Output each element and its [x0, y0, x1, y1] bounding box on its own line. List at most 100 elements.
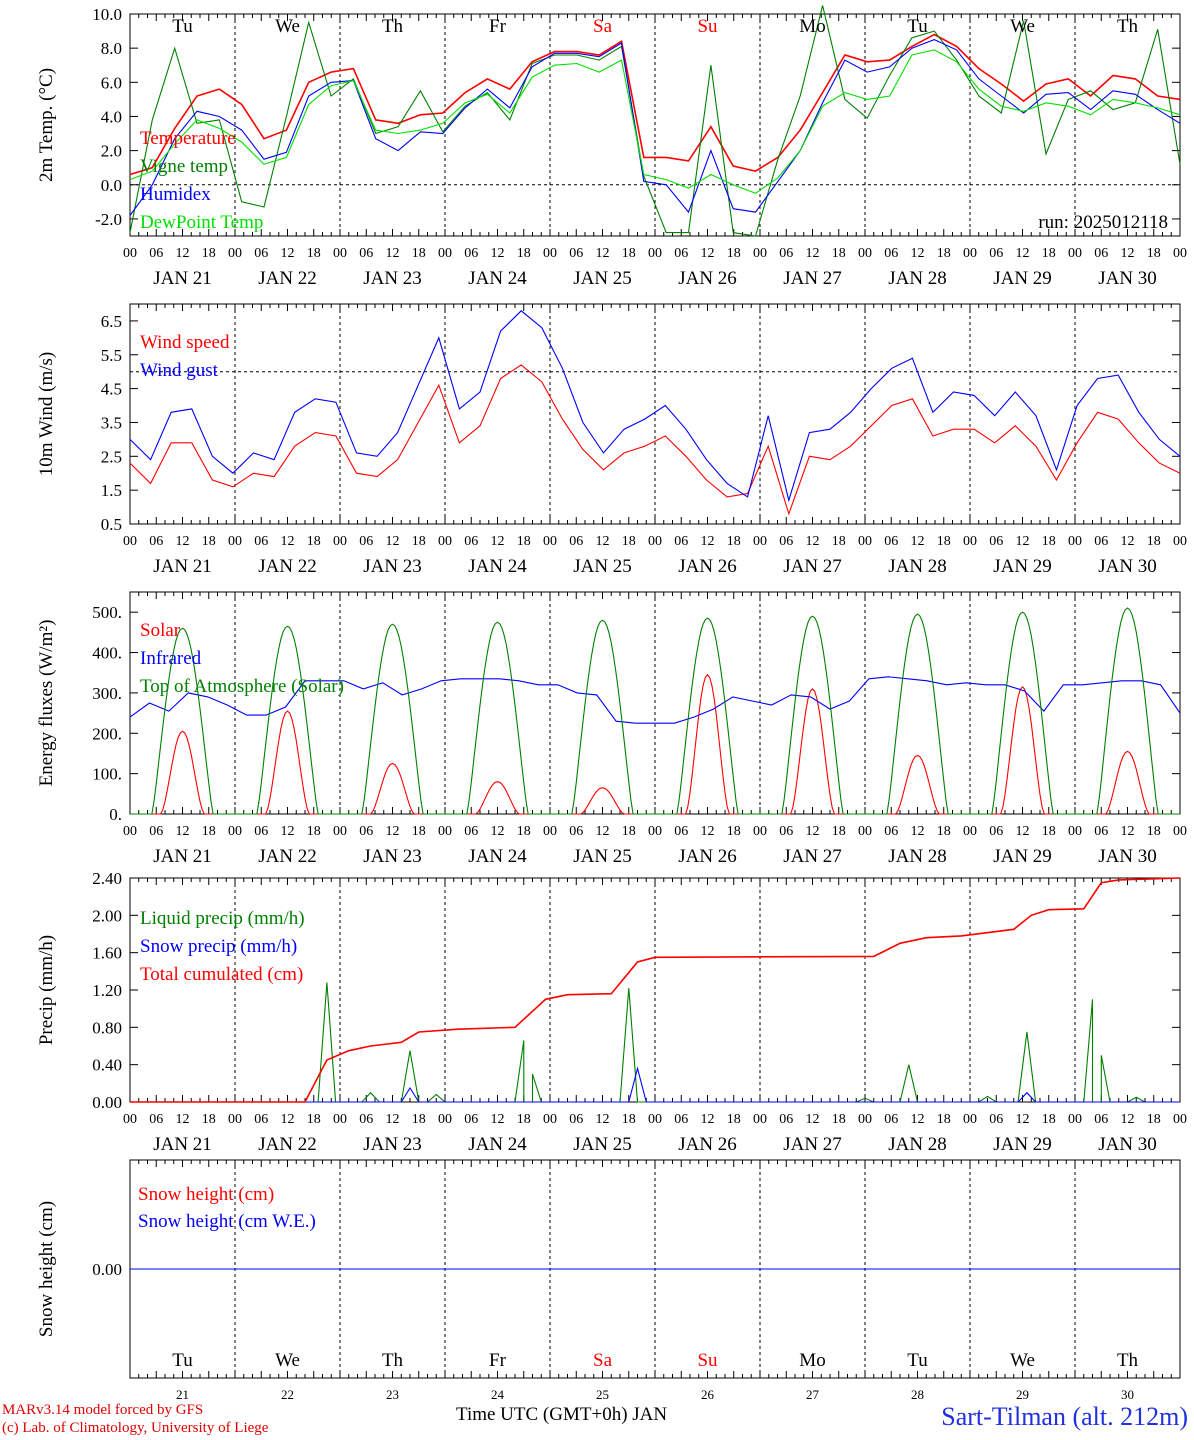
hour-label: 06 — [464, 246, 478, 261]
hour-label: 06 — [989, 246, 1003, 261]
hour-label: 00 — [753, 534, 767, 549]
hour-label: 12 — [176, 1112, 190, 1127]
day-label: JAN 29 — [993, 1134, 1052, 1155]
hour-label: 12 — [491, 824, 505, 839]
hour-label: 06 — [989, 824, 1003, 839]
day-number-label: 28 — [911, 1387, 924, 1402]
hour-label: 12 — [386, 534, 400, 549]
hour-label: 12 — [1121, 246, 1135, 261]
hour-label: 18 — [517, 246, 531, 261]
hour-label: 06 — [464, 534, 478, 549]
day-label: JAN 28 — [888, 846, 947, 867]
hour-label: 12 — [281, 246, 295, 261]
run-label: run: 2025012118 — [1038, 212, 1168, 233]
hour-label: 18 — [1042, 824, 1056, 839]
hour-label: 12 — [281, 824, 295, 839]
hour-label: 12 — [386, 246, 400, 261]
hour-label: 00 — [753, 246, 767, 261]
weekday-label: Sa — [593, 1350, 613, 1371]
hour-label: 18 — [412, 1112, 426, 1127]
hour-label: 18 — [622, 246, 636, 261]
hour-label: 18 — [517, 534, 531, 549]
day-label: JAN 21 — [153, 1134, 212, 1155]
station-label: Sart-Tilman (alt. 212m) — [941, 1402, 1188, 1431]
weekday-label: Tu — [172, 1350, 193, 1371]
hour-label: 12 — [1016, 534, 1030, 549]
weekday-label: Sa — [593, 16, 613, 37]
y-tick-label: 4.0 — [101, 107, 122, 126]
hour-label: 18 — [1147, 1112, 1161, 1127]
hour-label: 18 — [937, 1112, 951, 1127]
legend-entry: Snow height (cm W.E.) — [138, 1211, 316, 1232]
hour-label: 00 — [648, 534, 662, 549]
series-line-snow-precip-mm-h- — [130, 1066, 1180, 1103]
hour-label: 06 — [779, 246, 793, 261]
weekday-label: We — [275, 1350, 300, 1371]
hour-label: 00 — [858, 246, 872, 261]
series-line-dewpoint-temp — [129, 49, 1181, 194]
hour-label: 12 — [701, 1112, 715, 1127]
day-label: JAN 28 — [888, 556, 947, 577]
day-label: JAN 22 — [258, 1134, 317, 1155]
hour-label: 18 — [937, 824, 951, 839]
hour-label: 12 — [1016, 246, 1030, 261]
day-label: JAN 23 — [363, 556, 422, 577]
hour-label: 18 — [937, 534, 951, 549]
day-label: JAN 29 — [993, 556, 1052, 577]
series-line-wind-speed — [129, 364, 1181, 516]
y-tick-label: -2.0 — [95, 210, 122, 229]
weekday-label: We — [1010, 1350, 1035, 1371]
hour-label: 00 — [1173, 534, 1187, 549]
day-label: JAN 27 — [783, 556, 842, 577]
legend-entry: Infrared — [140, 648, 202, 669]
hour-label: 00 — [333, 534, 347, 549]
y-tick-label: 0.0 — [101, 176, 122, 195]
series-line-temperature — [129, 33, 1181, 176]
legend-entry: Wind gust — [140, 360, 219, 381]
weekday-label: Tu — [172, 16, 193, 37]
y-tick-label: 0.40 — [92, 1056, 122, 1075]
hour-label: 00 — [963, 534, 977, 549]
hour-label: 00 — [648, 1112, 662, 1127]
hour-label: 18 — [622, 824, 636, 839]
weekday-label: Su — [697, 16, 718, 37]
hour-label: 12 — [491, 246, 505, 261]
y-tick-label: 0.5 — [101, 515, 122, 534]
y-tick-label: 400. — [92, 644, 122, 663]
y-tick-label: 0. — [109, 805, 122, 824]
day-label: JAN 25 — [573, 1134, 632, 1155]
series-line-humidex — [129, 39, 1181, 216]
y-tick-label: 0.00 — [92, 1260, 122, 1279]
y-tick-label: 0.00 — [92, 1093, 122, 1112]
day-label: JAN 22 — [258, 268, 317, 289]
hour-label: 00 — [1068, 534, 1082, 549]
hour-label: 06 — [989, 534, 1003, 549]
hour-label: 06 — [884, 246, 898, 261]
day-number-label: 25 — [596, 1387, 609, 1402]
hour-label: 06 — [989, 1112, 1003, 1127]
legend-entry: Solar — [140, 620, 181, 641]
legend-entry: Top of Atmosphere (Solar) — [140, 676, 344, 697]
hour-label: 18 — [202, 246, 216, 261]
hour-label: 00 — [858, 824, 872, 839]
hour-label: 12 — [176, 824, 190, 839]
hour-label: 06 — [464, 1112, 478, 1127]
hour-label: 12 — [911, 534, 925, 549]
hour-label: 06 — [884, 824, 898, 839]
hour-label: 00 — [858, 1112, 872, 1127]
hour-label: 18 — [307, 1112, 321, 1127]
hour-label: 06 — [1094, 534, 1108, 549]
weekday-label: Tu — [907, 16, 928, 37]
hour-label: 00 — [1173, 1112, 1187, 1127]
day-label: JAN 29 — [993, 268, 1052, 289]
legend-entry: Wind speed — [140, 332, 230, 353]
day-label: JAN 25 — [573, 556, 632, 577]
hour-label: 12 — [806, 1112, 820, 1127]
series-line-top-of-atmosphere-solar- — [130, 607, 1180, 815]
day-label: JAN 26 — [678, 1134, 737, 1155]
hour-label: 00 — [333, 246, 347, 261]
day-label: JAN 26 — [678, 268, 737, 289]
hour-label: 18 — [727, 1112, 741, 1127]
day-label: JAN 23 — [363, 268, 422, 289]
day-label: JAN 30 — [1098, 846, 1157, 867]
